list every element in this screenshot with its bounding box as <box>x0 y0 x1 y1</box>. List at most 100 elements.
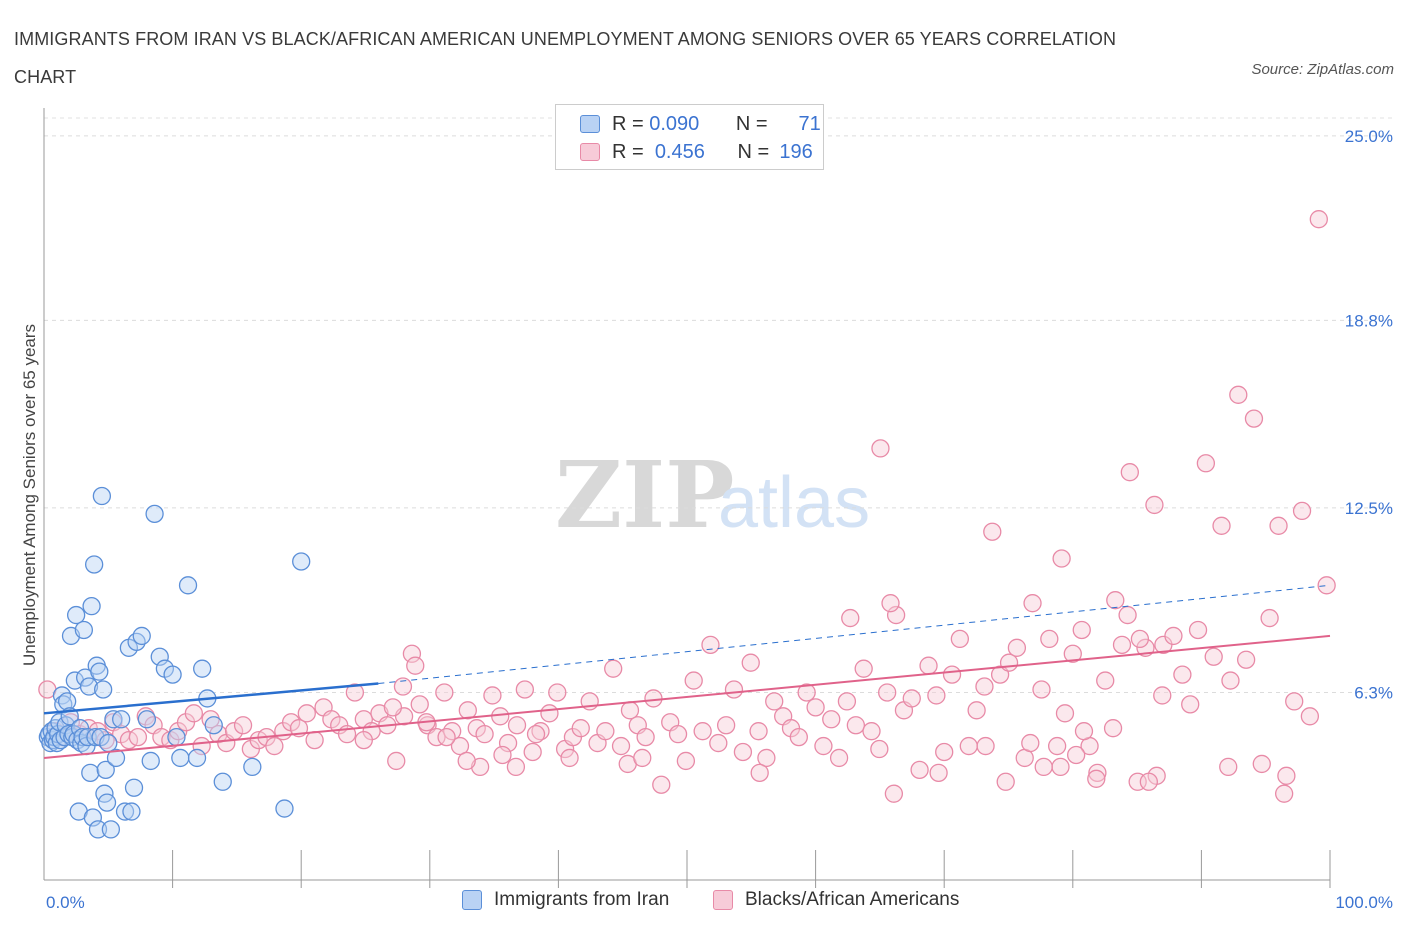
point-black-african-american <box>1244 409 1264 428</box>
point-black-african-american <box>1055 704 1075 723</box>
x-tick-label: 0.0% <box>46 893 85 912</box>
legend-item-black[interactable]: Blacks/African Americans <box>713 889 959 911</box>
point-black-african-american <box>560 748 579 768</box>
point-immigrants-iran <box>96 760 115 780</box>
point-black-african-american <box>757 748 776 768</box>
stats-legend: R = 0.090 N = 71 R = 0.456 N = 196 <box>555 104 824 170</box>
point-black-african-american <box>854 659 873 678</box>
point-black-african-american <box>935 742 954 762</box>
blue-series-points <box>38 486 311 839</box>
point-immigrants-iran <box>81 763 100 782</box>
point-immigrants-iran <box>57 692 77 711</box>
point-black-african-american <box>1051 757 1070 777</box>
point-immigrants-iran <box>163 665 182 684</box>
point-black-african-american <box>410 695 429 714</box>
point-black-african-american <box>1221 671 1240 690</box>
point-black-african-american <box>929 763 948 782</box>
point-black-african-american <box>383 698 403 717</box>
point-black-african-american <box>959 736 978 756</box>
point-black-african-american <box>427 727 446 747</box>
point-black-african-american <box>1269 516 1288 535</box>
trend-lines <box>43 584 1331 759</box>
point-black-african-american <box>457 751 476 771</box>
point-black-african-american <box>741 653 760 672</box>
point-black-african-american <box>884 784 904 803</box>
point-black-african-american <box>919 656 938 675</box>
point-black-african-american <box>1052 549 1071 568</box>
point-black-african-american <box>493 745 512 765</box>
point-black-african-american <box>1164 626 1183 646</box>
point-black-african-american <box>1277 766 1296 785</box>
point-black-african-american <box>837 692 857 711</box>
point-immigrants-iran <box>193 659 212 678</box>
point-immigrants-iran <box>73 727 92 747</box>
point-black-african-american <box>927 686 946 705</box>
point-black-african-american <box>1096 671 1115 690</box>
point-black-african-american <box>975 677 994 696</box>
point-black-african-american <box>540 704 559 723</box>
point-immigrants-iran <box>213 772 232 791</box>
legend-swatch-pink <box>713 890 733 910</box>
point-black-african-american <box>1088 763 1107 782</box>
point-black-african-american <box>750 763 769 782</box>
watermark-zip: ZIP <box>555 441 734 549</box>
point-black-african-american <box>450 736 470 756</box>
point-black-african-american <box>483 686 502 705</box>
point-black-african-american <box>305 730 324 750</box>
point-black-african-american <box>789 727 808 747</box>
point-black-african-american <box>458 701 477 720</box>
legend-n-label: N = <box>735 112 768 135</box>
point-black-african-american <box>548 683 567 702</box>
point-immigrants-iran <box>85 555 104 574</box>
pink-series-points <box>38 210 1336 803</box>
point-black-african-american <box>1275 784 1294 803</box>
point-black-african-american <box>1260 608 1279 628</box>
point-immigrants-iran <box>178 576 198 595</box>
point-black-african-american <box>633 748 652 768</box>
legend-row-black: R = 0.456 N = 196 <box>580 138 813 166</box>
point-immigrants-iran <box>79 677 99 696</box>
point-black-african-american <box>996 772 1015 791</box>
point-black-african-american <box>507 716 527 735</box>
point-black-african-american <box>1021 733 1040 753</box>
point-immigrants-iran <box>83 808 103 827</box>
point-black-african-american <box>881 594 900 613</box>
point-black-african-american <box>1087 769 1106 788</box>
point-black-african-american <box>233 716 253 735</box>
point-black-african-american <box>668 724 688 744</box>
point-black-african-american <box>950 629 970 649</box>
point-black-african-american <box>96 730 115 750</box>
point-immigrants-iran <box>104 710 123 729</box>
y-tick-label: 12.5% <box>1345 499 1393 518</box>
source-label: Source: ZipAtlas.com <box>1251 61 1394 78</box>
point-black-african-american <box>1063 644 1082 663</box>
point-black-african-american <box>345 683 365 702</box>
point-black-african-american <box>1300 707 1320 726</box>
legend-r-value: 0.090 <box>649 112 700 135</box>
point-black-african-american <box>1106 591 1125 610</box>
point-black-african-american <box>1145 495 1164 515</box>
point-black-african-american <box>1032 680 1051 699</box>
point-black-african-american <box>709 733 728 753</box>
legend-item-iran[interactable]: Immigrants from Iran <box>462 889 669 911</box>
point-immigrants-iran <box>145 504 164 524</box>
axes <box>43 108 1331 888</box>
point-black-african-american <box>604 659 623 678</box>
point-black-african-american <box>1212 516 1231 535</box>
point-black-african-american <box>387 751 406 771</box>
legend-n-value: 196 <box>779 140 813 163</box>
point-black-african-american <box>806 698 825 717</box>
point-immigrants-iran <box>137 710 157 729</box>
point-black-african-american <box>1219 757 1238 777</box>
point-black-african-american <box>841 608 860 628</box>
point-black-african-american <box>886 605 906 625</box>
point-black-african-american <box>1112 635 1132 655</box>
point-immigrants-iran <box>124 778 144 797</box>
point-immigrants-iran <box>171 748 190 768</box>
point-immigrants-iran <box>82 597 101 616</box>
point-black-african-american <box>128 727 148 747</box>
point-black-african-american <box>1047 736 1067 756</box>
tick-labels: 6.3% 12.5% 18.8% 25.0% 0.0% 100.0% <box>46 127 1393 912</box>
point-black-african-american <box>1188 620 1208 640</box>
point-black-african-american <box>870 739 889 759</box>
